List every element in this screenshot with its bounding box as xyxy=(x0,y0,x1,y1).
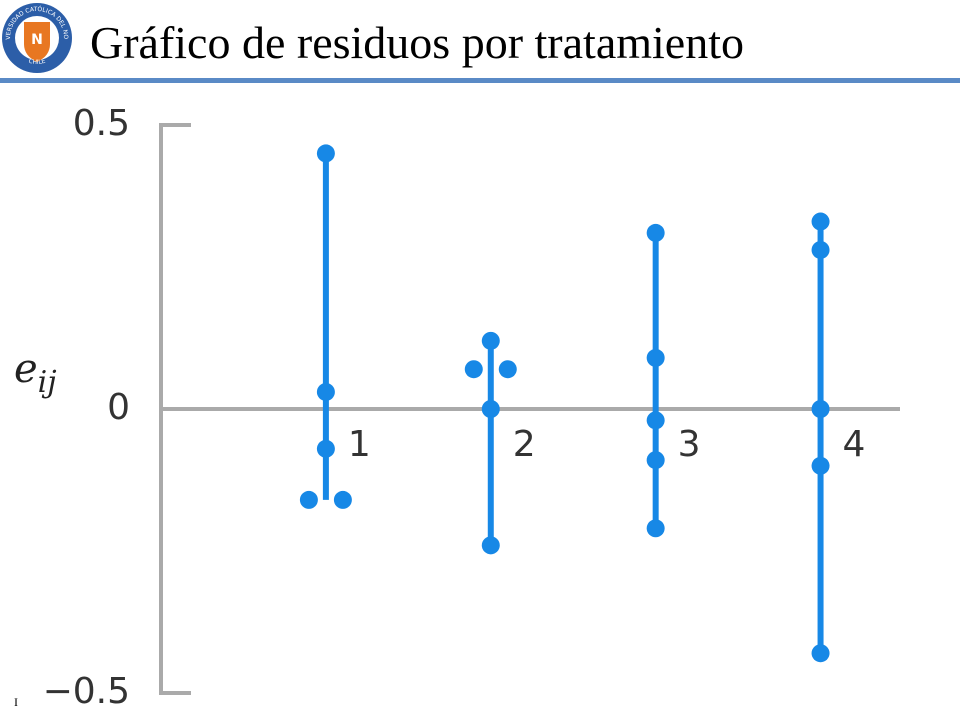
point xyxy=(316,144,335,163)
point xyxy=(464,360,483,379)
logo: UNIVERSIDAD CATÓLICA DEL NORTE CHILE N xyxy=(0,0,72,73)
slide-title: Gráfico de residuos por tratamiento xyxy=(90,17,744,68)
category-label: 1 xyxy=(348,424,371,465)
y-tick-label: 0.5 xyxy=(73,103,130,144)
footer: I xyxy=(14,695,18,709)
logo-shield xyxy=(24,22,50,62)
y-axis-label: eij xyxy=(14,346,57,400)
point xyxy=(646,451,665,470)
category-label: 2 xyxy=(513,424,536,465)
point xyxy=(646,223,665,242)
point xyxy=(316,439,335,458)
point xyxy=(811,400,830,418)
logo-sub-path: CHILE xyxy=(28,58,47,66)
point xyxy=(646,519,665,538)
y-tick-label: −0.5 xyxy=(43,671,130,712)
y-label-sub: ij xyxy=(38,365,57,400)
logo-letter: N xyxy=(31,32,43,48)
logo-sub: CHILE xyxy=(28,58,47,66)
point xyxy=(299,490,318,509)
point xyxy=(481,536,500,555)
point xyxy=(498,360,517,379)
category-label: 3 xyxy=(678,424,701,465)
category-label: 4 xyxy=(843,424,866,465)
point xyxy=(316,382,335,401)
point xyxy=(811,456,830,475)
point xyxy=(811,240,830,259)
point xyxy=(646,348,665,367)
point xyxy=(481,400,500,418)
y-tick-label: 0 xyxy=(107,387,130,428)
header-rule xyxy=(0,78,960,83)
point xyxy=(333,490,352,509)
point xyxy=(481,331,500,350)
point xyxy=(811,644,830,663)
point xyxy=(811,212,830,231)
y-label-base: e xyxy=(14,346,38,392)
point xyxy=(646,411,665,430)
